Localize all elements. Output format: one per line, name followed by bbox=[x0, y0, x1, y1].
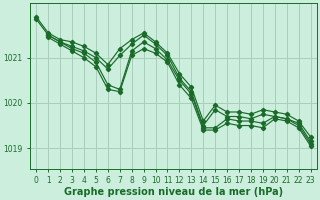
X-axis label: Graphe pression niveau de la mer (hPa): Graphe pression niveau de la mer (hPa) bbox=[64, 187, 283, 197]
